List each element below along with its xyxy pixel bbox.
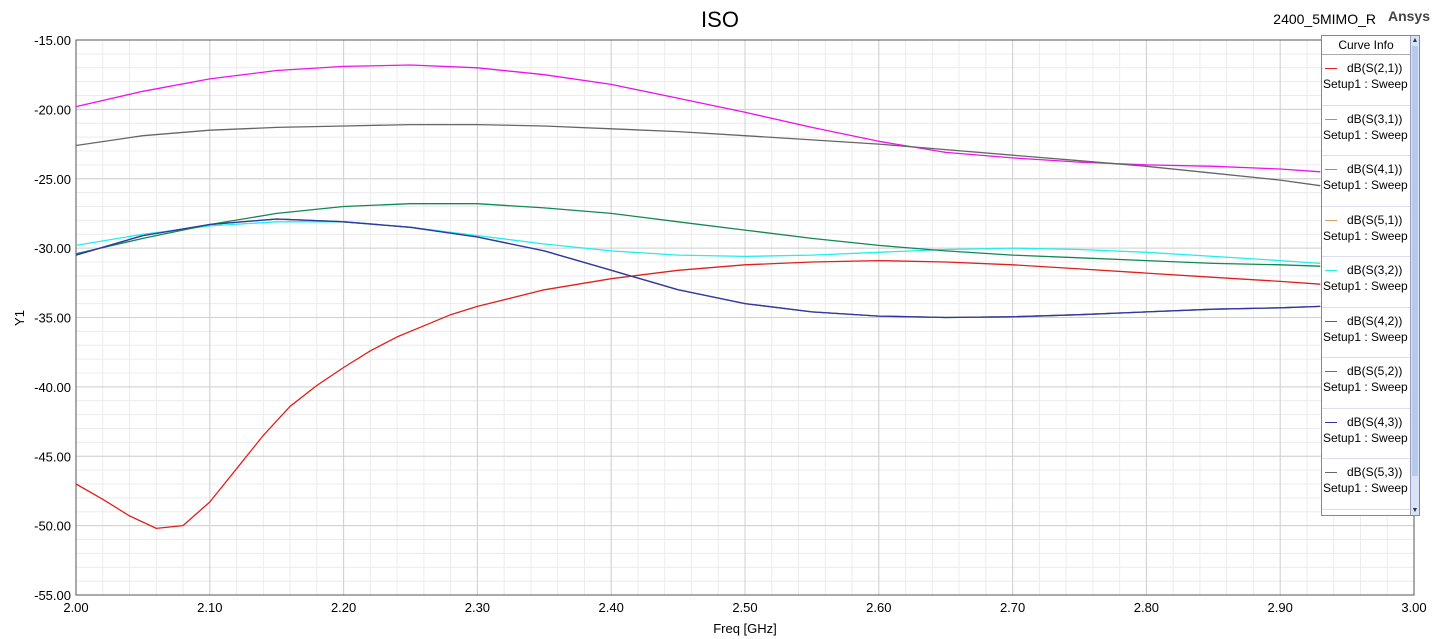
legend-swatch [1325,320,1337,322]
y-tick-label: -20.00 [34,102,71,117]
x-axis-label: Freq [GHz] [713,621,777,636]
legend-swatch [1325,270,1337,271]
x-tick-label: 2.60 [866,600,891,615]
y-tick-label: -30.00 [34,241,71,256]
legend-item[interactable]: dB(S(5,1)) Setup1 : Sweep [1322,207,1410,257]
x-tick-label: 2.10 [197,600,222,615]
legend-item[interactable]: dB(S(5,2)) Setup1 : Sweep [1322,358,1410,409]
legend-swatch [1325,219,1337,221]
legend-item-name: dB(S(5,1)) [1347,212,1403,227]
x-tick-label: 2.00 [63,600,88,615]
legend-item-setup: Setup1 : Sweep [1323,279,1408,293]
series-lines [75,64,1321,530]
scroll-down-icon[interactable]: ▼ [1411,507,1419,514]
x-tick-label: 2.70 [1000,600,1025,615]
legend-item-name: dB(S(2,1)) [1347,61,1403,75]
y-tick-label: -35.00 [34,311,71,326]
legend-item-setup: Setup1 : Sweep [1323,329,1408,344]
legend-swatch [1325,472,1337,473]
legend-swatch [1325,169,1337,170]
x-tick-label: 3.00 [1401,600,1426,615]
legend-item-name: dB(S(4,1)) [1347,162,1403,176]
brand-logo: Ansys [1387,8,1430,24]
legend-item-name: dB(S(4,2)) [1347,313,1403,328]
y-tick-label: -50.00 [34,519,71,534]
legend-item-setup: Setup1 : Sweep [1323,380,1408,394]
scrollbar-thumb[interactable] [1412,46,1418,476]
x-tick-label: 2.50 [732,600,757,615]
legend-item-name: dB(S(3,2)) [1347,263,1403,277]
legend-item[interactable]: dB(S(4,2)) Setup1 : Sweep [1322,308,1410,358]
legend-item-name: dB(S(5,2)) [1347,364,1403,378]
series-line-21[interactable] [75,259,1321,530]
legend-item-name: dB(S(4,3)) [1347,414,1403,429]
legend-list: dB(S(2,1)) Setup1 : Sweep dB(S(3,1)) Setup1… [1322,55,1419,510]
legend-swatch [1325,118,1337,120]
x-tick-label: 2.90 [1268,600,1293,615]
legend-item-setup: Setup1 : Sweep [1323,127,1408,142]
series-line-43[interactable] [75,218,1321,319]
y-tick-label: -45.00 [34,449,71,464]
legend-item-setup: Setup1 : Sweep [1323,430,1408,445]
legend-item-setup: Setup1 : Sweep [1323,178,1408,192]
legend-item[interactable]: dB(S(5,3)) Setup1 : Sweep [1322,459,1410,510]
legend-swatch [1325,421,1337,423]
legend-item[interactable]: dB(S(3,1)) Setup1 : Sweep [1322,106,1410,156]
series-line-32[interactable] [75,221,1321,265]
legend-item[interactable]: dB(S(3,2)) Setup1 : Sweep [1322,257,1410,308]
scroll-up-icon[interactable]: ▲ [1411,37,1419,44]
y-tick-label: -55.00 [34,588,71,603]
y-tick-label: -15.00 [34,33,71,48]
x-tick-label: 2.30 [465,600,490,615]
legend-item-setup: Setup1 : Sweep [1323,481,1408,495]
legend-scrollbar[interactable]: ▲ ▼ [1410,36,1419,515]
legend-swatch [1325,68,1337,69]
legend-item-setup: Setup1 : Sweep [1323,77,1408,91]
grid [75,39,1415,596]
y-tick-label: -40.00 [34,380,71,395]
y-tick-label: -25.00 [34,172,71,187]
x-tick-label: 2.20 [331,600,356,615]
series-line-52[interactable] [75,64,1321,173]
project-name: 2400_5MIMO_R [1273,11,1376,27]
series-line-42[interactable] [75,203,1321,267]
legend-item[interactable]: dB(S(2,1)) Setup1 : Sweep [1322,55,1410,106]
curve-info-legend[interactable]: Curve Info dB(S(2,1)) Setup1 : Sweep dB(S(… [1321,35,1420,516]
legend-title: Curve Info [1322,36,1410,55]
tick-labels: 2.00 2.10 2.20 2.30 2.40 2.50 2.60 2.70 2.80 2.90… [34,33,1427,615]
legend-item-name: dB(S(3,1)) [1347,111,1403,126]
chart-title: ISO [701,7,739,32]
legend-swatch [1325,371,1337,372]
legend-item-setup: Setup1 : Sweep [1323,228,1408,243]
legend-item[interactable]: dB(S(4,1)) Setup1 : Sweep [1322,156,1410,207]
series-line-53[interactable] [75,123,1321,187]
x-tick-label: 2.80 [1134,600,1159,615]
x-tick-label: 2.40 [599,600,624,615]
legend-item-name: dB(S(5,3)) [1347,465,1403,479]
legend-item[interactable]: dB(S(4,3)) Setup1 : Sweep [1322,409,1410,459]
y-axis-label: Y1 [12,310,27,326]
